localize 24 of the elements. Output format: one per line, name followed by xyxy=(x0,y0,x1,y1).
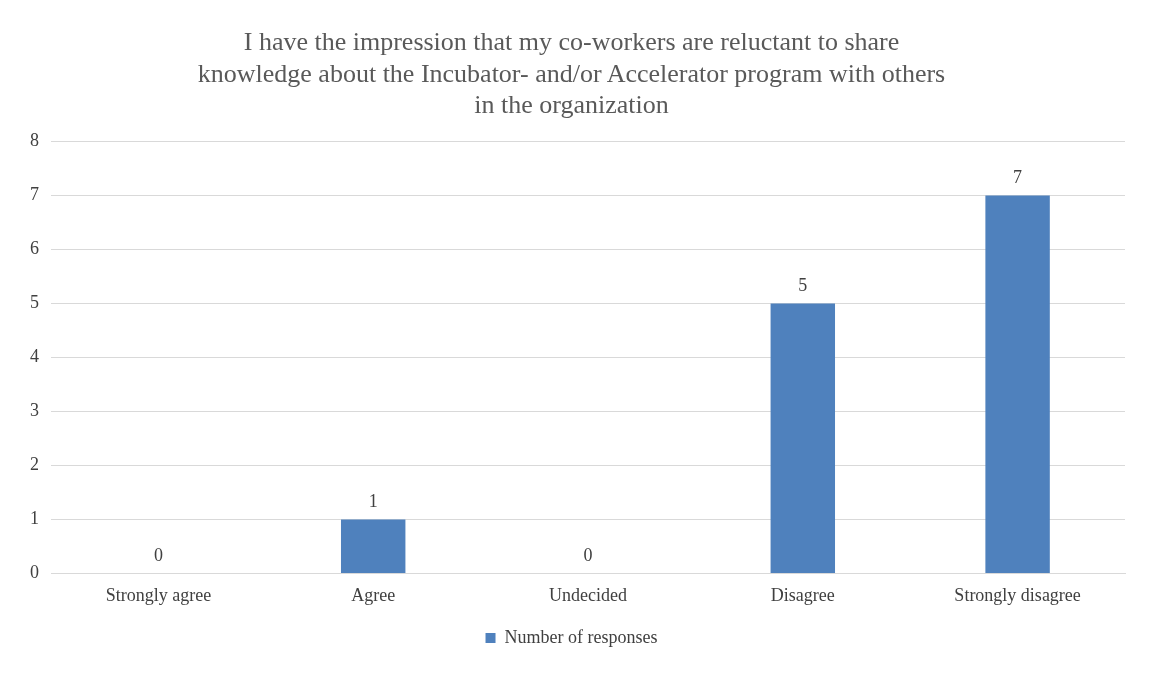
y-tick-label: 7 xyxy=(30,184,39,205)
data-label: 5 xyxy=(798,275,808,296)
data-label: 0 xyxy=(583,545,593,566)
x-tick-label: Strongly agree xyxy=(105,584,212,605)
y-tick-label: 3 xyxy=(30,400,39,421)
bar xyxy=(985,195,1050,573)
y-tick-label: 4 xyxy=(30,346,39,367)
legend-label: Number of responses xyxy=(504,626,658,647)
y-tick-label: 6 xyxy=(30,238,39,259)
bar xyxy=(770,303,836,573)
y-tick-label: 2 xyxy=(30,454,39,475)
x-tick-label: Strongly disagree xyxy=(954,584,1081,605)
data-label: 7 xyxy=(1013,167,1023,188)
y-tick-label: 8 xyxy=(30,130,39,151)
chart-title: I have the impression that my co-workers are reluctant to share knowledge about the Incubator- and/or Accelerator program with others in the organization xyxy=(197,27,946,119)
x-tick-label: Undecided xyxy=(549,584,627,605)
x-tick-label: Agree xyxy=(351,584,396,605)
y-tick-label: 5 xyxy=(30,292,39,313)
bar xyxy=(340,519,406,573)
y-tick-label: 1 xyxy=(30,508,39,529)
data-label: 0 xyxy=(153,545,163,566)
x-tick-label: Disagree xyxy=(770,584,835,605)
y-tick-label: 0 xyxy=(30,562,39,583)
data-label: 1 xyxy=(368,491,378,512)
